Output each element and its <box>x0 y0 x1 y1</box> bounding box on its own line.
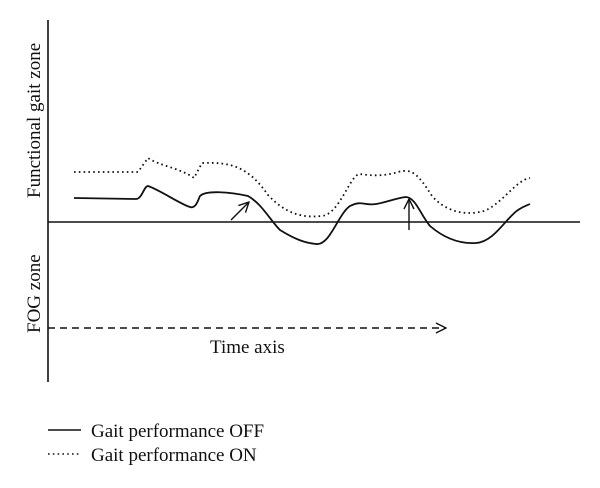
functional-gait-zone-label: Functional gait zone <box>24 43 45 198</box>
time-axis-label: Time axis <box>210 337 285 358</box>
fog-zone-label: FOG zone <box>24 254 45 333</box>
legend-label-on: Gait performance ON <box>91 445 257 466</box>
gait-off-curve <box>73 185 531 245</box>
legend: Gait performance OFF Gait performance ON <box>48 421 264 466</box>
gait-on-curve <box>74 156 531 218</box>
transition-arrow-1 <box>230 202 249 221</box>
legend-label-off: Gait performance OFF <box>91 421 264 442</box>
